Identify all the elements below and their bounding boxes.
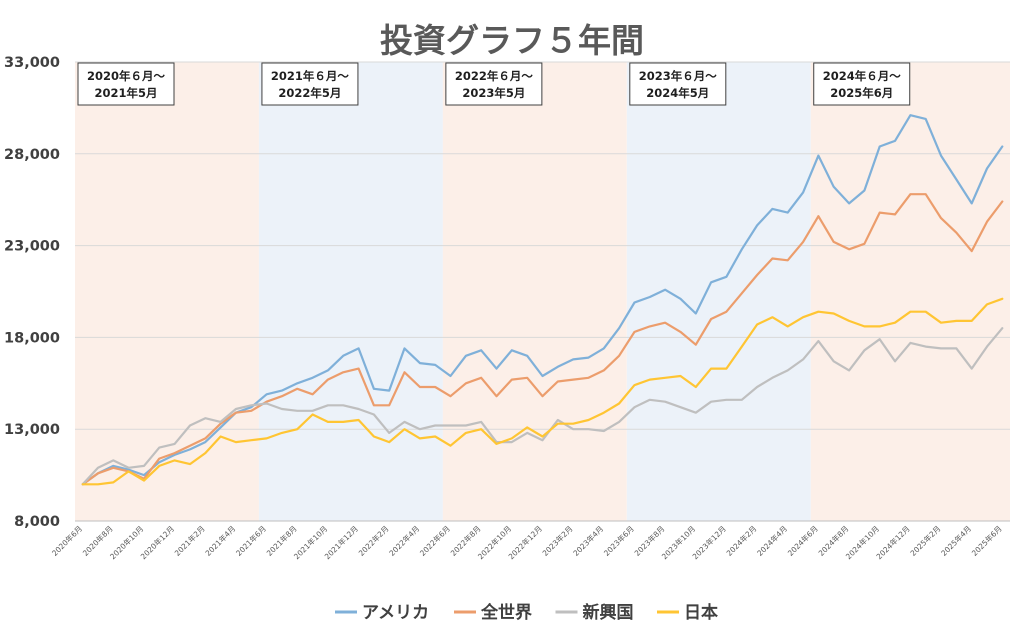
period-label-frame: [77, 62, 175, 106]
period-label-line2: 2025年6月: [830, 86, 893, 100]
legend-item: アメリカ: [335, 603, 429, 623]
legend-label: 日本: [684, 602, 718, 623]
period-band: [75, 62, 259, 521]
y-tick-label: 28,000: [4, 147, 60, 163]
period-label-line2: 2021年5月: [94, 86, 157, 100]
period-band: [442, 62, 627, 521]
series-lines: [81, 114, 1004, 486]
period-label-line2: 2023年5月: [462, 86, 525, 100]
period-labels: 2020年６月～2021年5月2021年６月～2022年5月2022年６月～20…: [77, 62, 911, 106]
gridlines: [75, 61, 1010, 522]
chart-title: 投資グラフ５年間: [380, 21, 644, 60]
y-tick-label: 23,000: [4, 239, 60, 255]
period-label-box: 2020年６月～ 2021年5月: [77, 62, 175, 106]
y-tick-label: 18,000: [4, 330, 60, 346]
legend-label: 新興国: [583, 602, 634, 623]
period-label-box: 2021年６月～ 2022年5月: [261, 62, 359, 106]
legend-item: 新興国: [555, 602, 634, 623]
legend-item: 日本: [657, 602, 718, 623]
period-band: [626, 62, 811, 521]
period-label-frame: [445, 62, 543, 106]
period-label-frame: [629, 62, 727, 106]
period-label-box: 2024年６月～ 2025年6月: [813, 62, 911, 106]
legend-item: 全世界: [454, 602, 532, 623]
y-tick-label: 13,000: [4, 422, 60, 438]
period-band: [258, 62, 443, 521]
legend-label: アメリカ: [362, 603, 429, 623]
period-label-line1: 2024年６月～: [823, 69, 902, 83]
series-line-全世界: [81, 193, 1004, 486]
period-label-frame: [261, 62, 359, 106]
period-shading: [75, 62, 1010, 521]
legend-label: 全世界: [480, 602, 532, 623]
legend: アメリカ 全世界 新興国 日本: [335, 602, 718, 623]
period-label-frame: [813, 62, 911, 106]
period-label-box: 2022年６月～ 2023年5月: [445, 62, 543, 106]
y-tick-label: 33,000: [4, 55, 60, 71]
y-tick-label: 8,000: [14, 514, 60, 530]
period-label-line1: 2023年６月～: [639, 69, 718, 83]
series-line-新興国: [81, 327, 1004, 486]
period-label-line1: 2022年６月～: [455, 69, 534, 83]
period-label-line2: 2024年5月: [646, 86, 709, 100]
y-axis-ticks: 8,000 13,000 18,000 23,000 28,000 33,000: [4, 55, 60, 530]
period-label-line1: 2021年６月～: [271, 69, 350, 83]
period-label-line1: 2020年６月～: [87, 69, 166, 83]
series-line-日本: [81, 297, 1004, 486]
period-label-box: 2023年６月～ 2024年5月: [629, 62, 727, 106]
period-label-line2: 2022年5月: [278, 86, 341, 100]
period-band: [810, 62, 1010, 521]
